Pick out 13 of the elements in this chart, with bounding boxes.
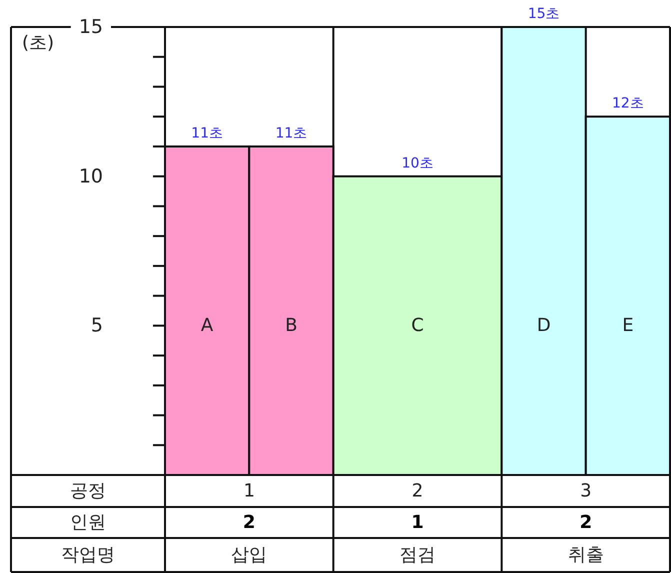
annotation: 1 [411, 512, 424, 533]
annotation: 인원 [70, 512, 106, 533]
annotation: 점검 [400, 544, 436, 566]
annotation: 공정 [70, 480, 106, 502]
annotation: 삽입 [231, 544, 268, 566]
ylabel: (초) [22, 32, 54, 54]
annotation: 작업명 [61, 544, 115, 566]
annotation: 2 [412, 480, 424, 502]
annotation: 취출 [568, 544, 604, 566]
annotation: 2 [580, 512, 592, 533]
annotation: 3 [580, 480, 592, 502]
annotation: 2 [242, 512, 256, 533]
annotation: 1 [243, 480, 255, 502]
